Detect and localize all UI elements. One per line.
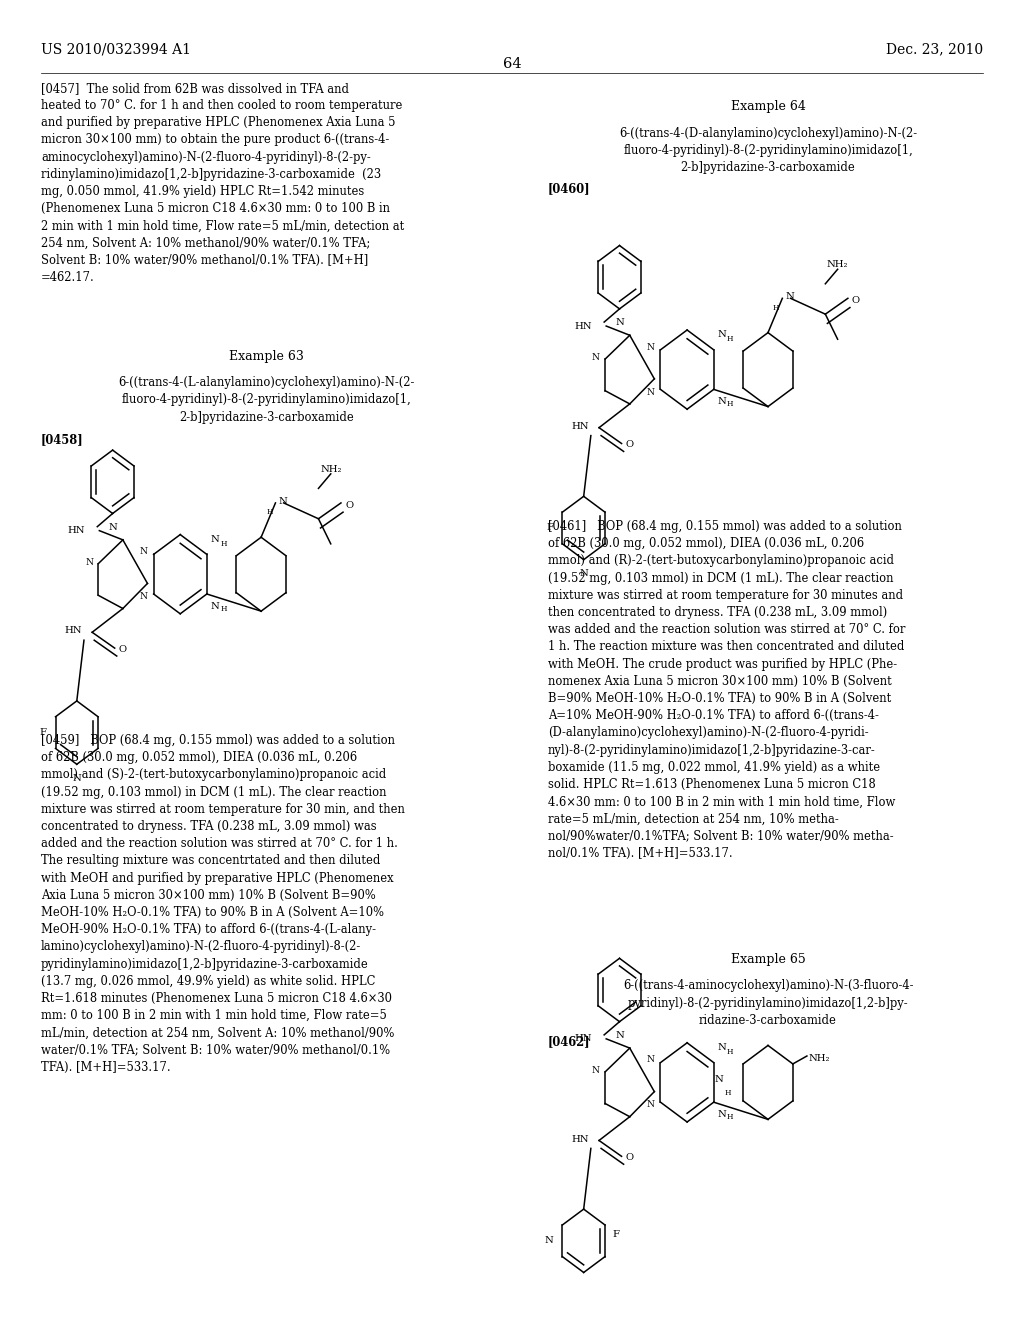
Text: N: N xyxy=(109,523,117,532)
Text: Example 64: Example 64 xyxy=(730,100,806,114)
Text: HN: HN xyxy=(571,1135,589,1143)
Text: N: N xyxy=(718,330,727,339)
Text: H: H xyxy=(220,605,226,612)
Text: H: H xyxy=(266,508,272,516)
Text: [0458]: [0458] xyxy=(41,433,84,446)
Text: [0460]: [0460] xyxy=(548,182,591,195)
Text: 6-((trans-4-(L-alanylamino)cyclohexyl)amino)-N-(2-
fluoro-4-pyridinyl)-8-(2-pyri: 6-((trans-4-(L-alanylamino)cyclohexyl)am… xyxy=(118,376,415,424)
Text: N: N xyxy=(615,318,624,327)
Text: F: F xyxy=(546,524,553,532)
Text: [0461]   BOP (68.4 mg, 0.155 mmol) was added to a solution
of 62B (30.0 mg, 0.05: [0461] BOP (68.4 mg, 0.155 mmol) was add… xyxy=(548,520,905,859)
Text: Dec. 23, 2010: Dec. 23, 2010 xyxy=(886,42,983,57)
Text: O: O xyxy=(852,297,860,305)
Text: H: H xyxy=(727,1113,733,1121)
Text: N: N xyxy=(544,1237,553,1245)
Text: N: N xyxy=(714,1076,723,1084)
Text: 6-((trans-4-(D-alanylamino)cyclohexyl)amino)-N-(2-
fluoro-4-pyridinyl)-8-(2-pyri: 6-((trans-4-(D-alanylamino)cyclohexyl)am… xyxy=(618,127,918,174)
Text: N: N xyxy=(580,569,588,578)
Text: O: O xyxy=(345,502,353,510)
Text: H: H xyxy=(727,335,733,343)
Text: H: H xyxy=(725,1089,731,1097)
Text: [0462]: [0462] xyxy=(548,1035,591,1048)
Text: N: N xyxy=(615,1031,624,1040)
Text: O: O xyxy=(626,1154,634,1162)
Text: N: N xyxy=(279,496,288,506)
Text: N: N xyxy=(211,535,220,544)
Text: N: N xyxy=(646,1101,654,1109)
Text: HN: HN xyxy=(571,422,589,430)
Text: F: F xyxy=(612,1230,620,1238)
Text: Example 65: Example 65 xyxy=(731,953,805,966)
Text: N: N xyxy=(139,548,147,556)
Text: N: N xyxy=(718,397,727,407)
Text: O: O xyxy=(119,645,127,653)
Text: N: N xyxy=(592,1067,600,1074)
Text: HN: HN xyxy=(68,527,85,535)
Text: N: N xyxy=(646,343,654,351)
Text: H: H xyxy=(727,400,733,408)
Text: N: N xyxy=(718,1043,727,1052)
Text: HN: HN xyxy=(65,627,82,635)
Text: [0457]  The solid from 62B was dissolved in TFA and
heated to 70° C. for 1 h and: [0457] The solid from 62B was dissolved … xyxy=(41,82,404,284)
Text: N: N xyxy=(592,354,600,362)
Text: N: N xyxy=(73,774,81,783)
Text: HN: HN xyxy=(574,1035,592,1043)
Text: N: N xyxy=(646,1056,654,1064)
Text: N: N xyxy=(139,593,147,601)
Text: F: F xyxy=(39,729,46,737)
Text: 6-((trans-4-aminocyclohexyl)amino)-N-(3-fluoro-4-
pyridinyl)-8-(2-pyridinylamino: 6-((trans-4-aminocyclohexyl)amino)-N-(3-… xyxy=(623,979,913,1027)
Text: N: N xyxy=(85,558,93,566)
Text: NH₂: NH₂ xyxy=(321,465,341,474)
Text: O: O xyxy=(626,441,634,449)
Text: N: N xyxy=(646,388,654,396)
Text: Example 63: Example 63 xyxy=(228,350,304,363)
Text: NH₂: NH₂ xyxy=(827,260,848,269)
Text: H: H xyxy=(773,304,779,312)
Text: [0459]   BOP (68.4 mg, 0.155 mmol) was added to a solution
of 62B (30.0 mg, 0.05: [0459] BOP (68.4 mg, 0.155 mmol) was add… xyxy=(41,734,404,1073)
Text: 64: 64 xyxy=(503,57,521,71)
Text: HN: HN xyxy=(574,322,592,330)
Text: N: N xyxy=(718,1110,727,1119)
Text: N: N xyxy=(211,602,220,611)
Text: NH₂: NH₂ xyxy=(809,1055,830,1063)
Text: N: N xyxy=(785,292,795,301)
Text: US 2010/0323994 A1: US 2010/0323994 A1 xyxy=(41,42,190,57)
Text: H: H xyxy=(727,1048,733,1056)
Text: H: H xyxy=(220,540,226,548)
